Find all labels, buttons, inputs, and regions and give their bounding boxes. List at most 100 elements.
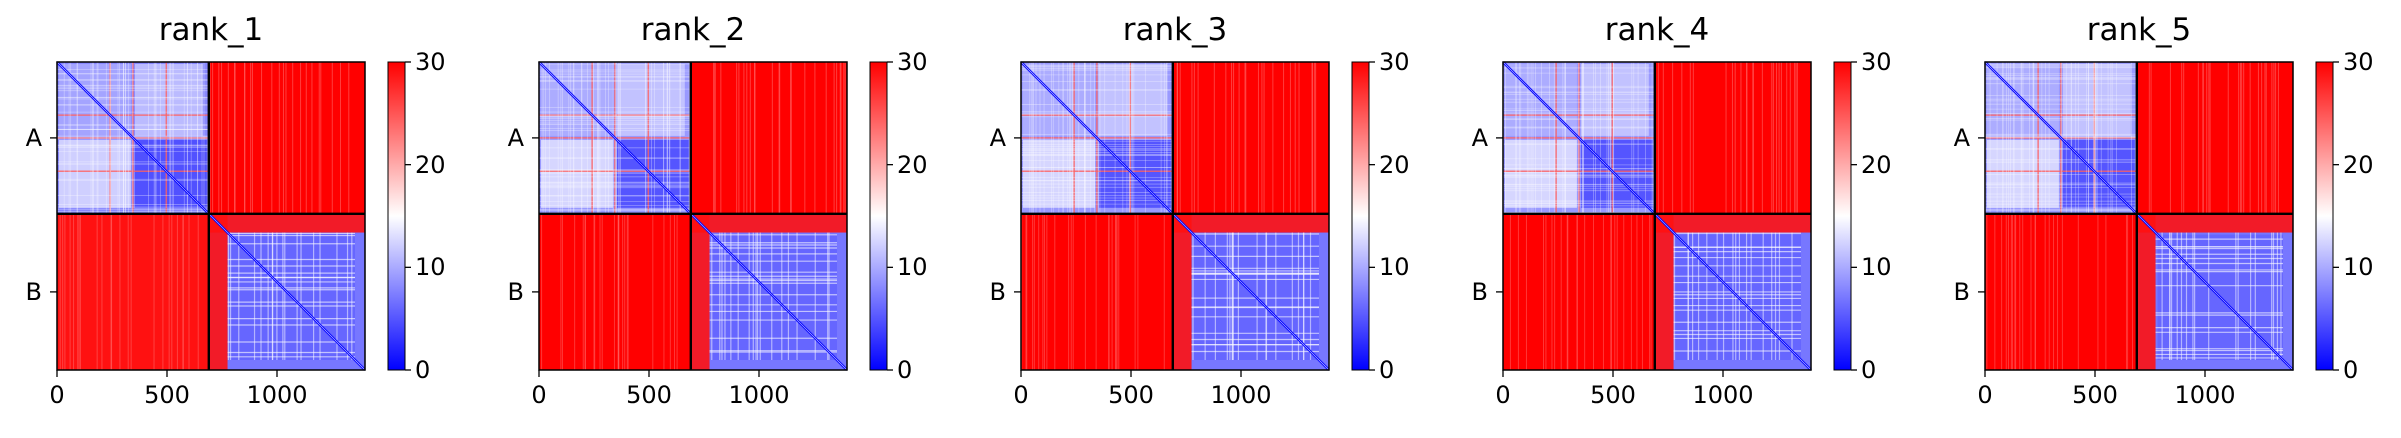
panel-rank-2: rank_2 0 500 1000 A B 0 10 20 30 <box>482 0 962 438</box>
block-A-B <box>1654 62 1811 214</box>
plot-frame <box>56 61 366 371</box>
colorbar <box>1351 61 1375 371</box>
x-tick-label: 500 <box>2072 381 2118 409</box>
tail-B-cols <box>2136 213 2156 370</box>
subdomain-A2A1 <box>1505 139 1577 208</box>
block-B-A <box>539 213 691 370</box>
x-tick-label: 1000 <box>1692 381 1754 409</box>
panel-title: rank_4 <box>1604 12 1710 48</box>
colorbar-tick-label: 20 <box>2343 150 2374 179</box>
panel-title: rank_1 <box>158 12 264 48</box>
plot-frame <box>538 61 848 371</box>
y-tick-label: B <box>25 277 42 306</box>
subdomain-A2A1 <box>1987 139 2059 208</box>
x-tick-label: 500 <box>1590 381 1636 409</box>
colorbar-tick-label: 10 <box>1861 253 1892 282</box>
y-tick-label: A <box>989 123 1006 152</box>
colorbar-tick-label: 0 <box>2343 356 2359 384</box>
colorbar <box>2315 61 2339 371</box>
colorbar-gradient <box>387 61 406 371</box>
colorbar-tick-label: 20 <box>415 150 446 179</box>
colorbar-tick-label: 0 <box>897 356 913 384</box>
tail-B-rows <box>1172 213 1329 233</box>
pae-heatmap <box>532 61 848 377</box>
colorbar-tick-label: 10 <box>2343 253 2374 282</box>
subdomain-A1A2 <box>1580 64 1649 136</box>
colorbar-tick-label: 0 <box>1861 356 1877 384</box>
block-B-A <box>1021 213 1173 370</box>
colorbar-tick-label: 20 <box>1379 150 1410 179</box>
y-tick-label: A <box>1471 123 1488 152</box>
subdomain-A2A1 <box>59 139 131 208</box>
y-tick-label: B <box>1471 277 1488 306</box>
colorbar <box>869 61 893 371</box>
subdomain-A2A1 <box>1023 139 1095 208</box>
panel-rank-3: rank_3 0 500 1000 A B 0 10 20 30 <box>964 0 1444 438</box>
colorbar-gradient <box>2315 61 2334 371</box>
block-B-A <box>1985 213 2137 370</box>
colorbar <box>1833 61 1857 371</box>
x-tick-label: 500 <box>1108 381 1154 409</box>
tail-B-cols <box>1172 213 1192 370</box>
pae-heatmap <box>1978 61 2294 377</box>
subdomain-A1A2 <box>1098 64 1167 136</box>
y-tick-label: A <box>1953 123 1970 152</box>
diagonal-core <box>1984 61 2294 371</box>
diagonal-core <box>538 61 848 371</box>
x-tick-label: 1000 <box>246 381 308 409</box>
panel-title: rank_5 <box>2086 12 2192 48</box>
x-tick-label: 1000 <box>728 381 790 409</box>
panel-rank-5: rank_5 0 500 1000 A B 0 10 20 30 <box>1928 0 2401 438</box>
subdomain-A1A2 <box>2062 64 2131 136</box>
block-A-B <box>1172 62 1329 214</box>
subdomain-A1A2 <box>134 64 203 136</box>
tail-B-cols <box>208 213 228 370</box>
colorbar-tick-label: 20 <box>897 150 928 179</box>
x-tick-label: 0 <box>1013 381 1029 409</box>
colorbar-tick-label: 30 <box>1379 48 1410 76</box>
diagonal-core <box>56 61 366 371</box>
x-tick-label: 500 <box>144 381 190 409</box>
colorbar-tick-label: 30 <box>897 48 928 76</box>
colorbar-tick-label: 0 <box>1379 356 1395 384</box>
colorbar-tick-label: 0 <box>415 356 431 384</box>
plot-frame <box>1020 61 1330 371</box>
tail-B-rows <box>2136 213 2293 233</box>
panel-title: rank_2 <box>640 12 746 48</box>
tail-B-rows <box>690 213 847 233</box>
colorbar-tick-label: 30 <box>1861 48 1892 76</box>
pae-heatmap <box>1014 61 1330 377</box>
colorbar-tick-label: 30 <box>415 48 446 76</box>
y-tick-label: B <box>1953 277 1970 306</box>
colorbar-tick-label: 20 <box>1861 150 1892 179</box>
y-tick-label: A <box>507 123 524 152</box>
subdomain-A2A1 <box>541 139 613 208</box>
colorbar-tick-label: 10 <box>415 253 446 282</box>
panel-rank-4: rank_4 0 500 1000 A B 0 10 20 30 <box>1446 0 1926 438</box>
subdomain-A1A2 <box>616 64 685 136</box>
y-tick-label: A <box>25 123 42 152</box>
plot-frame <box>1984 61 2294 371</box>
tail-B-rows <box>208 213 365 233</box>
colorbar <box>387 61 411 371</box>
panel-rank-1: rank_1 0 500 1000 A B 0 10 20 30 <box>0 0 480 438</box>
block-A-B <box>690 62 847 214</box>
x-tick-label: 0 <box>1977 381 1993 409</box>
pae-heatmap <box>1496 61 1812 377</box>
colorbar-tick-label: 10 <box>897 253 928 282</box>
block-B-A <box>1503 213 1655 370</box>
tail-B-cols <box>690 213 710 370</box>
x-tick-label: 1000 <box>1210 381 1272 409</box>
colorbar-gradient <box>1833 61 1852 371</box>
colorbar-tick-label: 10 <box>1379 253 1410 282</box>
colorbar-gradient <box>1351 61 1370 371</box>
block-B-A <box>57 213 209 370</box>
pae-heatmap <box>50 61 366 377</box>
colorbar-gradient <box>869 61 888 371</box>
block-A-B <box>208 62 365 214</box>
plot-frame <box>1502 61 1812 371</box>
tail-B-cols <box>1654 213 1674 370</box>
x-tick-label: 500 <box>626 381 672 409</box>
y-tick-label: B <box>507 277 524 306</box>
